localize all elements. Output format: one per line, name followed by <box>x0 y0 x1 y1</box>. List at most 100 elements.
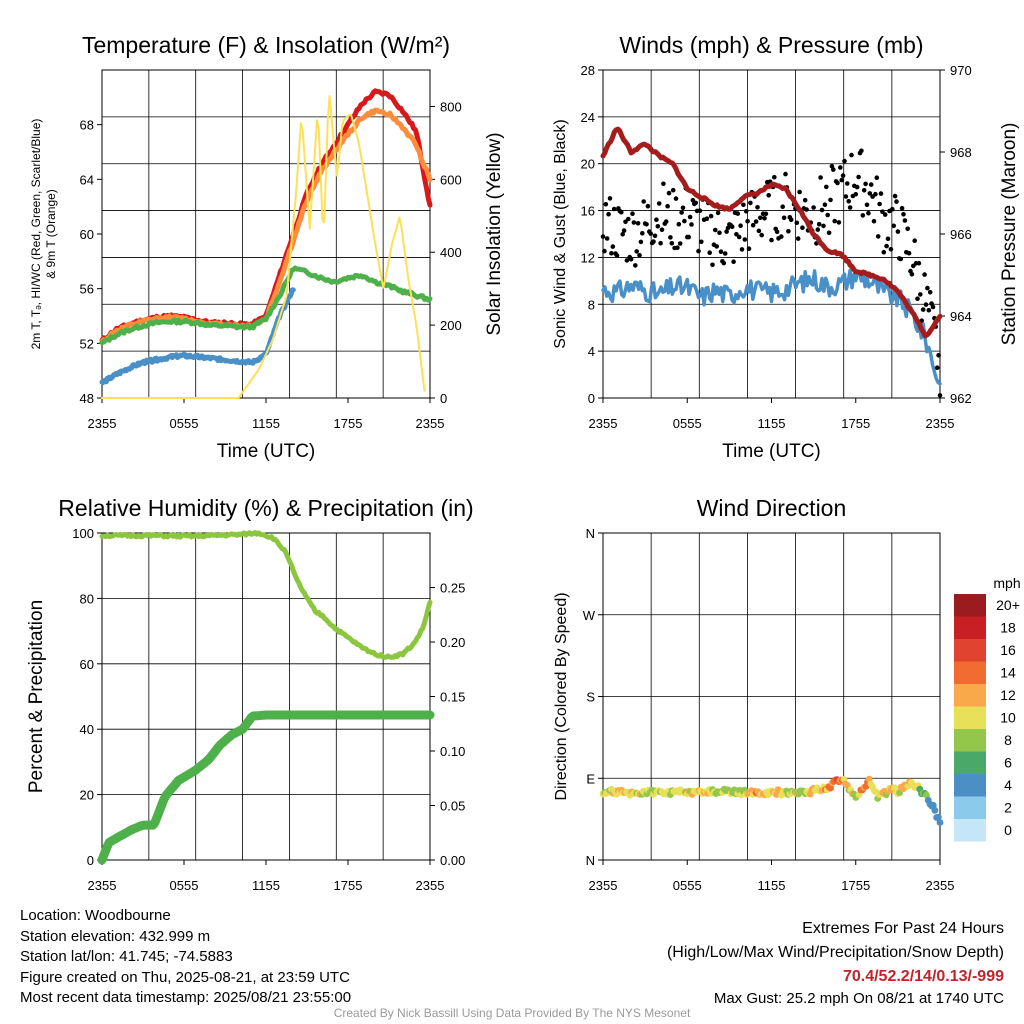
legend-swatch <box>954 774 986 797</box>
p1-y-tick-label: 4 <box>588 344 595 359</box>
p1-gust-point <box>670 187 676 193</box>
p1-gust-point <box>902 218 908 223</box>
p2-y2-tick-label: 0.00 <box>440 853 465 868</box>
p0-plot-frame <box>101 69 431 399</box>
p1-gust-point <box>906 250 912 256</box>
p2-y-tick-label: 40 <box>80 722 94 737</box>
p1-gust-point <box>828 197 833 203</box>
legend-swatch <box>954 661 986 684</box>
p1-gust-point <box>842 158 847 164</box>
p1-gust-point <box>762 216 767 221</box>
p1-gust-point <box>729 224 735 229</box>
p2-y-tick-label: 20 <box>80 788 94 803</box>
p1-gust-point <box>679 210 684 215</box>
p1-gust-point <box>849 152 854 158</box>
p1-gust-point <box>885 236 891 242</box>
p1-gust-point <box>868 182 874 187</box>
p1-gust-point <box>607 196 613 201</box>
p1-gust-point <box>606 211 611 217</box>
p1-gust-point <box>866 210 871 216</box>
p1-gust-point <box>721 260 727 266</box>
p1-gust-point <box>673 196 679 201</box>
p3-x-tick-label: 2355 <box>589 878 618 893</box>
p1-gust-point <box>780 204 785 209</box>
p1-gust-point <box>669 241 675 246</box>
p1-gust-point <box>687 214 693 220</box>
p0-y2-tick-label: 0 <box>440 391 447 406</box>
p1-gust-point <box>888 247 894 252</box>
p1-gust-point <box>623 219 628 225</box>
p1-gust-point <box>867 191 873 196</box>
p1-y-tick-label: 16 <box>581 204 595 219</box>
station-info: Location: Woodbourne Station elevation: … <box>20 906 351 1009</box>
p1-gust-point <box>890 206 895 212</box>
p1-gust-point <box>665 203 670 209</box>
p1-gust-point <box>689 222 694 227</box>
credit-line: Created By Nick Bassill Using Data Provi… <box>333 1006 691 1020</box>
p1-gust-point <box>714 244 719 249</box>
p1-y-tick-label: 0 <box>588 391 595 406</box>
p1-y-tick-label: 12 <box>581 250 595 265</box>
p1-gust-point <box>717 230 722 236</box>
p1-gust-point <box>603 202 609 207</box>
p1-gust-point <box>811 205 816 210</box>
p1-gust-point <box>644 222 649 227</box>
p0-y-axis-label: 2m T, Tₔ, HI/WC (Red, Green, Scarlet/Blu… <box>29 119 43 350</box>
p1-gust-point <box>753 219 759 224</box>
p1-gust-point <box>735 211 741 216</box>
p1-gust-point <box>699 239 704 245</box>
p1-gust-point <box>899 205 905 211</box>
p0-y2-tick-label: 400 <box>440 245 462 260</box>
p1-gust-point <box>909 272 915 277</box>
p1-gust-point <box>663 219 669 224</box>
p1-gust-point <box>748 200 753 206</box>
extremes-block: Extremes For Past 24 Hours (High/Low/Max… <box>667 917 1004 1009</box>
p1-gust-point <box>824 184 829 190</box>
p1-gust-point <box>628 257 634 262</box>
p1-gust-point <box>631 220 637 225</box>
p0-y2-tick-label: 200 <box>440 318 462 333</box>
p1-gust-point <box>677 241 683 246</box>
p0-x-tick-label: 1755 <box>334 416 363 431</box>
p3-y-tick-label: N <box>586 526 595 541</box>
p1-x-tick-label: 2355 <box>589 416 618 431</box>
p1-gust-point <box>668 235 673 240</box>
p0-y-tick-label: 60 <box>80 227 94 242</box>
p1-gust-point <box>641 199 646 204</box>
recent-timestamp: Most recent data timestamp: 2025/08/21 2… <box>20 989 352 1006</box>
p1-gust-point <box>877 201 882 207</box>
p1-gust-point <box>912 238 917 243</box>
legend-label: 18 <box>1000 620 1016 636</box>
p1-gust-point <box>610 244 616 249</box>
p3-x-tick-label: 2355 <box>926 878 955 893</box>
p1-y2-tick-label: 966 <box>950 227 972 242</box>
p1-gust-point <box>635 221 641 226</box>
legend-swatch <box>954 639 986 662</box>
p1-gust-point <box>651 239 656 244</box>
legend-label: 2 <box>1004 800 1012 816</box>
p0-x-tick-label: 2355 <box>88 416 117 431</box>
p0-y-tick-label: 68 <box>80 118 94 133</box>
p1-gust-point <box>871 218 877 224</box>
p2-x-tick-label: 2355 <box>88 878 117 893</box>
p1-gust-point <box>892 193 898 199</box>
station-elevation: Station elevation: 432.999 m <box>20 927 211 945</box>
p1-gust-point <box>874 175 880 180</box>
p1-gust-point <box>626 216 631 222</box>
p1-gust-point <box>774 229 780 235</box>
p1-gust-point <box>621 228 627 233</box>
p1-gust-point <box>682 218 687 224</box>
p2-y-tick-label: 100 <box>72 526 94 541</box>
p1-gust-point <box>652 233 658 239</box>
p2-plot-frame <box>101 532 431 861</box>
p1-gust-point <box>936 353 941 358</box>
p1-gust-point <box>745 218 750 224</box>
extremes-values: 70.4/52.2/14/0.13/-999 <box>842 968 1004 985</box>
p1-gust-point <box>788 217 794 223</box>
p1-gust-point <box>786 229 791 234</box>
p1-gust-point <box>894 199 899 204</box>
p1-gust-point <box>759 232 764 238</box>
station-latlon: Station lat/lon: 41.745; -74.5883 <box>20 948 233 965</box>
p1-gust-point <box>901 212 906 217</box>
p3-x-tick-label: 1755 <box>841 878 870 893</box>
